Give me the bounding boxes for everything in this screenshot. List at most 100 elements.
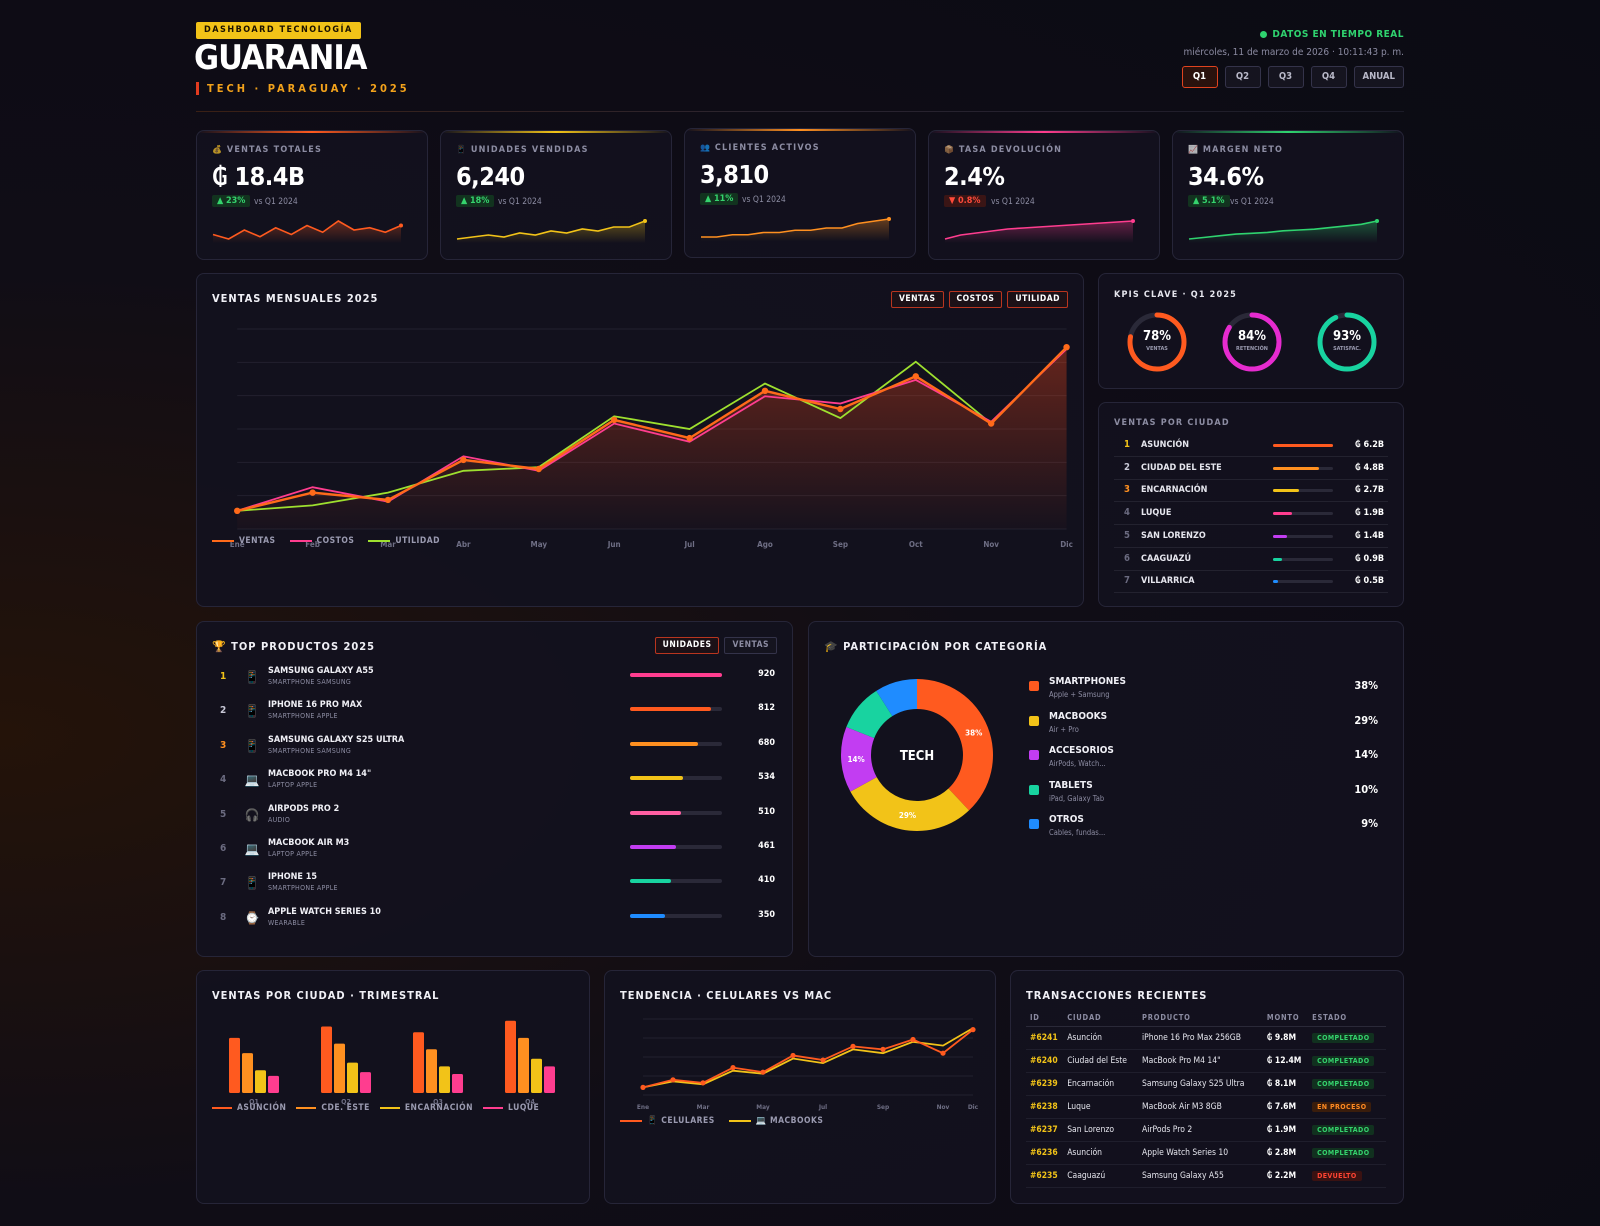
donut-slice-accesorios[interactable] <box>841 727 877 792</box>
trend-point[interactable] <box>790 1052 796 1059</box>
category-row[interactable]: ACCESORIOS AirPods, Watch... 14% <box>1029 745 1388 775</box>
bar-q1-3[interactable] <box>255 1070 266 1093</box>
transaction-city: Asunción <box>1063 1026 1139 1050</box>
kpi-value: 34.6% <box>1188 162 1264 191</box>
city-row[interactable]: 3 ENCARNACIÓN ₲ 2.7B <box>1114 480 1388 503</box>
bar-q2-2[interactable] <box>334 1043 345 1093</box>
legend-item[interactable]: LUQUE <box>483 1103 539 1113</box>
city-row[interactable]: 2 CIUDAD DEL ESTE ₲ 4.8B <box>1114 458 1388 480</box>
donut-slice-label: 38% <box>965 729 982 738</box>
bar-q4-3[interactable] <box>531 1058 542 1093</box>
trend-point[interactable] <box>850 1043 856 1049</box>
transaction-city: Asunción <box>1063 1141 1139 1165</box>
legend-item-costos[interactable]: COSTOS <box>289 536 355 546</box>
city-row[interactable]: 1 ASUNCIÓN ₲ 6.2B <box>1114 435 1388 457</box>
period-button-q4[interactable]: Q4 <box>1310 66 1347 88</box>
donut-slice-smartphones[interactable] <box>917 679 993 811</box>
donut-slice-macbooks[interactable] <box>850 777 970 831</box>
table-row[interactable]: #6241 Asunción iPhone 16 Pro Max 256GB ₲ 9.… <box>1026 1026 1386 1050</box>
legend-item-utilidad[interactable]: UTILIDAD <box>368 536 440 546</box>
ventas-point[interactable] <box>837 405 844 413</box>
bar-q4-1[interactable] <box>505 1020 516 1093</box>
product-row[interactable]: 2 📱 IPHONE 16 PRO MAX SMARTPHONE APPLE 812 <box>212 696 777 730</box>
ventas-point[interactable] <box>384 496 392 504</box>
bar-q4-4[interactable] <box>544 1066 555 1093</box>
period-button-q3[interactable]: Q3 <box>1267 66 1304 88</box>
city-row[interactable]: 5 SAN LORENZO ₲ 1.4B <box>1114 526 1388 548</box>
ventas-point[interactable] <box>1063 343 1070 351</box>
ventas-point[interactable] <box>460 456 467 464</box>
bar-q3-4[interactable] <box>452 1074 463 1093</box>
bar-q1-2[interactable] <box>242 1053 253 1093</box>
bar-q1-1[interactable] <box>229 1037 240 1093</box>
bar-q3-1[interactable] <box>413 1032 424 1093</box>
bar-q2-4[interactable] <box>360 1072 371 1093</box>
product-row[interactable]: 3 📱 SAMSUNG GALAXY S25 ULTRA SMARTPHONE SAM… <box>212 731 777 765</box>
ventas-point[interactable] <box>535 465 542 473</box>
toggle-ventas[interactable]: VENTAS <box>724 637 777 654</box>
legend-item[interactable]: 💻 MACBOOKS <box>728 1116 824 1126</box>
legend-item[interactable]: 📱 CELULARES <box>620 1116 715 1126</box>
city-row[interactable]: 7 VILLARRICA ₲ 0.5B <box>1114 571 1388 594</box>
product-row[interactable]: 5 🎧 AIRPODS PRO 2 AUDIO 510 <box>212 800 777 834</box>
ventas-point[interactable] <box>686 434 693 442</box>
product-row[interactable]: 4 💻 MACBOOK PRO M4 14" LAPTOP APPLE 534 <box>212 765 777 799</box>
city-bar <box>1273 444 1333 447</box>
city-amount: ₲ 1.9B <box>1355 508 1384 519</box>
bar-q3-3[interactable] <box>439 1066 450 1093</box>
city-row[interactable]: 4 LUQUE ₲ 1.9B <box>1114 503 1388 526</box>
table-row[interactable]: #6240 Ciudad del Este MacBook Pro M4 14" ₲ … <box>1026 1049 1386 1073</box>
bar-q1-4[interactable] <box>268 1075 279 1093</box>
toggle-unidades[interactable]: UNIDADES <box>654 637 720 654</box>
legend-item[interactable]: ENCARNACIÓN <box>379 1103 473 1113</box>
trend-point[interactable] <box>910 1036 916 1043</box>
product-row[interactable]: 7 📱 IPHONE 15 SMARTPHONE APPLE 410 <box>212 868 777 902</box>
product-row[interactable]: 1 📱 SAMSUNG GALAXY A55 SMARTPHONE SAMSUNG 92… <box>212 662 777 696</box>
trend-point[interactable] <box>970 1027 976 1033</box>
legend-item[interactable]: CDE. ESTE <box>296 1103 369 1113</box>
gauge-value: 84% <box>1238 329 1266 344</box>
trend-point[interactable] <box>670 1077 676 1083</box>
ventas-point[interactable] <box>234 507 241 515</box>
bar-q2-3[interactable] <box>347 1062 358 1093</box>
trend-point[interactable] <box>760 1069 766 1075</box>
category-row[interactable]: SMARTPHONES Apple + Samsung 38% <box>1029 676 1388 706</box>
legend-item[interactable]: ASUNCIÓN <box>212 1103 286 1113</box>
period-button-q2[interactable]: Q2 <box>1224 66 1261 88</box>
ventas-point[interactable] <box>912 373 919 380</box>
trend-point[interactable] <box>820 1057 826 1063</box>
product-row[interactable]: 8 ⌚ APPLE WATCH SERIES 10 WEARABLE 350 <box>212 903 777 937</box>
legend-item-ventas[interactable]: VENTAS <box>212 536 276 546</box>
trend-point[interactable] <box>880 1046 886 1052</box>
donut-slice-otros[interactable] <box>876 679 917 717</box>
trend-point[interactable] <box>700 1080 706 1086</box>
category-row[interactable]: MACBOOKS Air + Pro 29% <box>1029 711 1388 741</box>
bar-q3-2[interactable] <box>426 1049 437 1093</box>
period-button-q1[interactable]: Q1 <box>1181 66 1218 88</box>
gauge-label: VENTAS <box>1146 346 1168 352</box>
ventas-point[interactable] <box>987 420 995 427</box>
bar-q2-1[interactable] <box>321 1026 332 1094</box>
table-row[interactable]: #6239 Encarnación Samsung Galaxy S25 Ultra… <box>1026 1072 1386 1096</box>
ventas-point[interactable] <box>610 416 618 424</box>
bar-q4-2[interactable] <box>518 1037 529 1093</box>
ventas-point[interactable] <box>761 387 769 395</box>
transaction-amount: ₲ 8.1M <box>1262 1072 1309 1096</box>
trend-point[interactable] <box>640 1084 646 1090</box>
ventas-point[interactable] <box>309 489 316 496</box>
category-row[interactable]: TABLETS iPad, Galaxy Tab 10% <box>1029 780 1388 810</box>
trend-point[interactable] <box>940 1050 946 1056</box>
city-row[interactable]: 6 CAAGUAZÚ ₲ 0.9B <box>1114 549 1388 571</box>
toggle-utilidad[interactable]: UTILIDAD <box>1007 291 1068 308</box>
toggle-ventas[interactable]: VENTAS <box>891 291 944 308</box>
table-row[interactable]: #6236 Asunción Apple Watch Series 10 ₲ 2.8M… <box>1026 1141 1386 1165</box>
table-row[interactable]: #6235 Caaguazú Samsung Galaxy A55 ₲ 2.2M DEV… <box>1026 1164 1386 1188</box>
toggle-costos[interactable]: COSTOS <box>948 291 1003 308</box>
donut-slice-tablets[interactable] <box>846 690 893 739</box>
table-row[interactable]: #6238 Luque MacBook Air M3 8GB ₲ 7.6M EN PRO… <box>1026 1095 1386 1119</box>
category-row[interactable]: OTROS Cables, fundas... 9% <box>1029 814 1388 844</box>
period-button-anual[interactable]: ANUAL <box>1353 66 1404 88</box>
table-row[interactable]: #6237 San Lorenzo AirPods Pro 2 ₲ 1.9M COMPL… <box>1026 1118 1386 1142</box>
trend-point[interactable] <box>730 1065 736 1071</box>
product-row[interactable]: 6 💻 MACBOOK AIR M3 LAPTOP APPLE 461 <box>212 834 777 868</box>
